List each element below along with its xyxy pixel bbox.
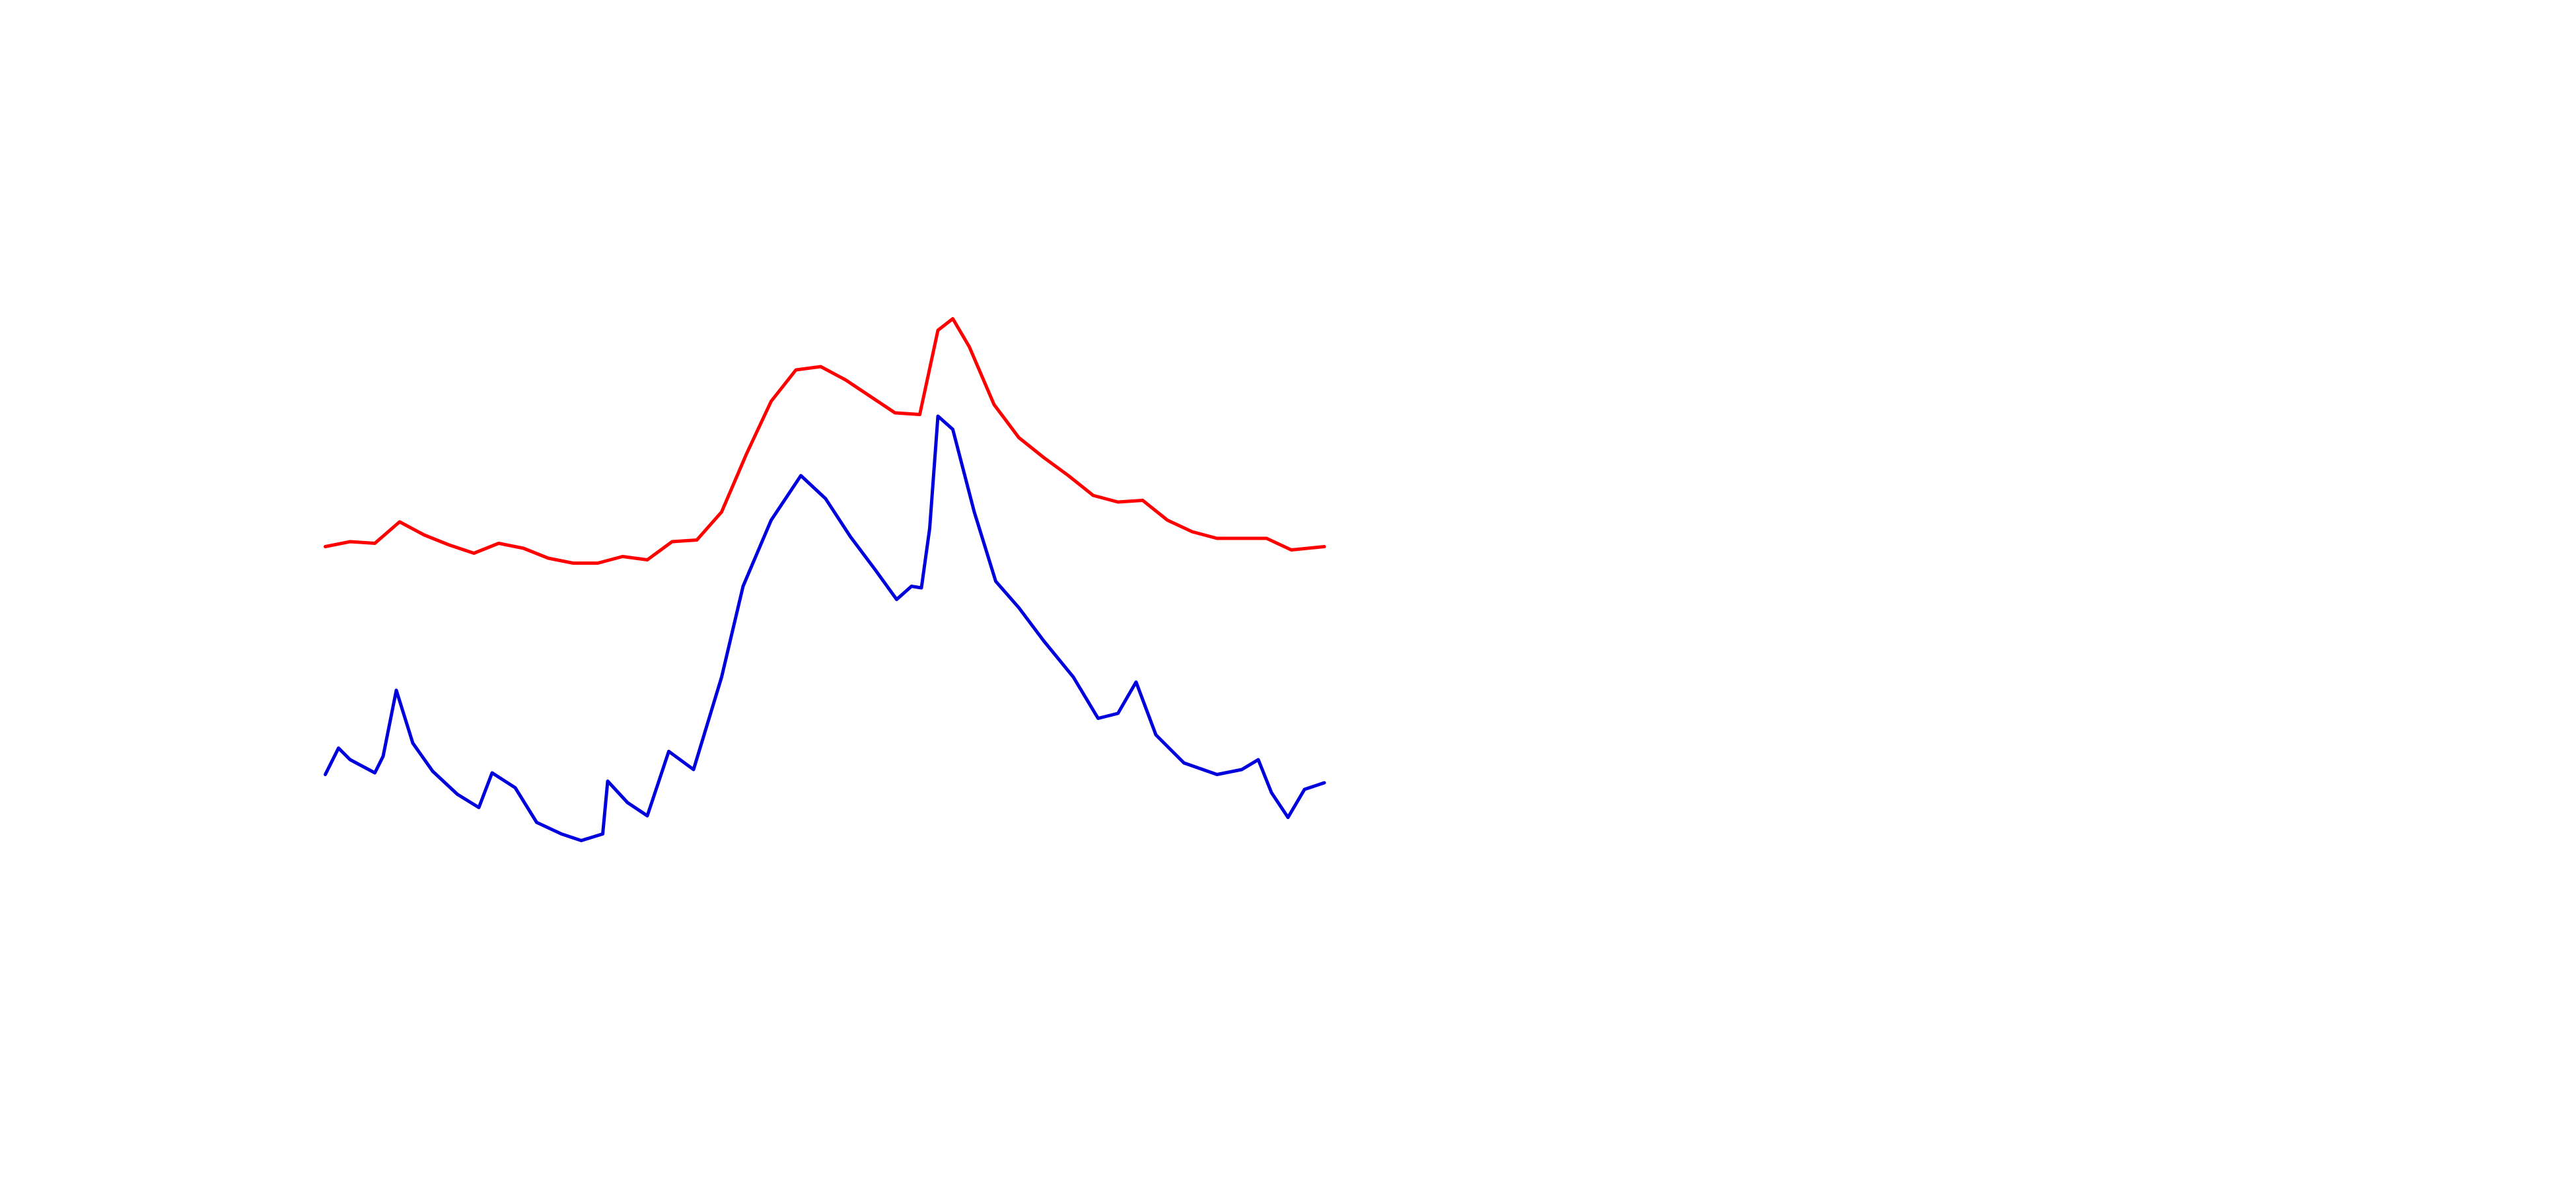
data-line [324,414,1326,842]
data-line [324,317,1326,565]
